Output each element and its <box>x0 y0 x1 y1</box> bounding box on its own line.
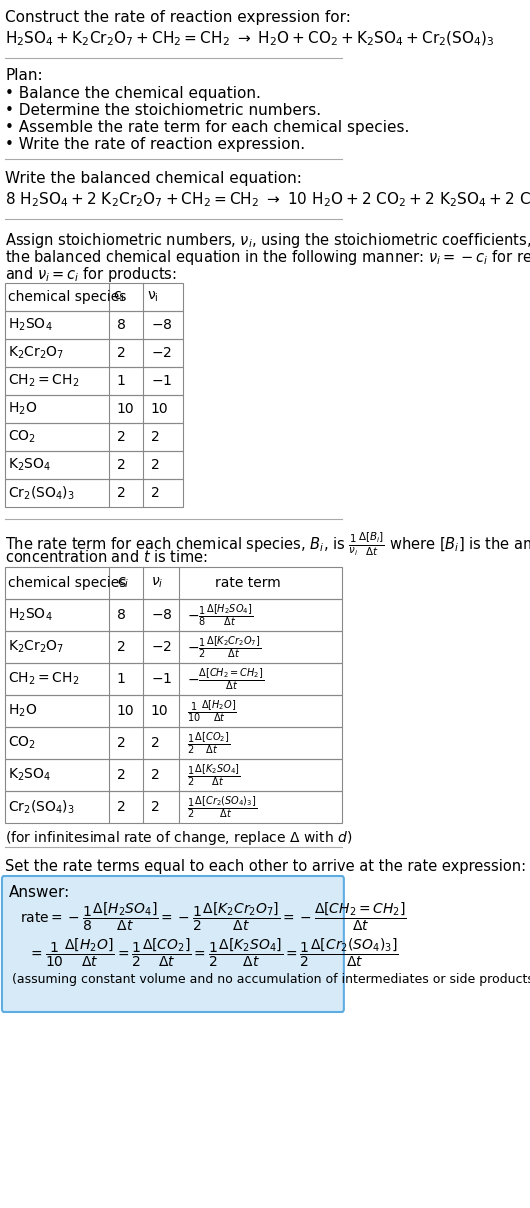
Text: 10: 10 <box>117 704 134 718</box>
Text: $-1$: $-1$ <box>151 672 172 686</box>
Text: $\mathrm{CH_2{=}CH_2}$: $\mathrm{CH_2{=}CH_2}$ <box>8 670 79 687</box>
Text: $\mathrm{H_2SO_4}$: $\mathrm{H_2SO_4}$ <box>8 316 52 333</box>
Bar <box>5 631 342 663</box>
Bar <box>5 663 342 695</box>
Text: $-8$: $-8$ <box>151 318 172 332</box>
Text: $\mathrm{c_i}$: $\mathrm{c_i}$ <box>113 290 124 304</box>
Text: rate term: rate term <box>215 576 280 590</box>
Bar <box>5 395 183 423</box>
Text: $\mathrm{CO_2}$: $\mathrm{CO_2}$ <box>8 734 36 751</box>
Text: 10: 10 <box>151 402 168 416</box>
Text: $= \dfrac{1}{10}\dfrac{\Delta[H_2O]}{\Delta t} = \dfrac{1}{2}\dfrac{\Delta[CO_2]: $= \dfrac{1}{10}\dfrac{\Delta[H_2O]}{\De… <box>28 937 398 969</box>
Text: chemical species: chemical species <box>8 576 126 590</box>
Text: $\frac{1}{10}\frac{\Delta[H_2O]}{\Delta t}$: $\frac{1}{10}\frac{\Delta[H_2O]}{\Delta … <box>187 698 237 724</box>
Text: $-\frac{\Delta[CH_2{=}CH_2]}{\Delta t}$: $-\frac{\Delta[CH_2{=}CH_2]}{\Delta t}$ <box>187 666 264 692</box>
Text: • Assemble the rate term for each chemical species.: • Assemble the rate term for each chemic… <box>5 120 410 135</box>
Bar <box>5 339 183 367</box>
Text: $-\frac{1}{2}\frac{\Delta[K_2Cr_2O_7]}{\Delta t}$: $-\frac{1}{2}\frac{\Delta[K_2Cr_2O_7]}{\… <box>187 634 262 660</box>
Text: (assuming constant volume and no accumulation of intermediates or side products): (assuming constant volume and no accumul… <box>12 972 530 986</box>
FancyBboxPatch shape <box>2 876 344 1012</box>
Bar <box>5 567 342 599</box>
Text: $\mathrm{K_2Cr_2O_7}$: $\mathrm{K_2Cr_2O_7}$ <box>8 639 64 655</box>
Text: 2: 2 <box>151 430 160 445</box>
Text: $\mathrm{CH_2{=}CH_2}$: $\mathrm{CH_2{=}CH_2}$ <box>8 373 79 389</box>
Text: 2: 2 <box>151 486 160 500</box>
Text: $\mathrm{CO_2}$: $\mathrm{CO_2}$ <box>8 429 36 446</box>
Text: Plan:: Plan: <box>5 68 43 83</box>
Text: and $\nu_i = c_i$ for products:: and $\nu_i = c_i$ for products: <box>5 265 177 284</box>
Bar <box>5 423 183 451</box>
Text: $\frac{1}{2}\frac{\Delta[K_2SO_4]}{\Delta t}$: $\frac{1}{2}\frac{\Delta[K_2SO_4]}{\Delt… <box>187 762 241 788</box>
Bar <box>5 367 183 395</box>
Text: $c_i$: $c_i$ <box>117 576 129 591</box>
Text: 2: 2 <box>151 736 160 750</box>
Text: Assign stoichiometric numbers, $\nu_i$, using the stoichiometric coefficients, $: Assign stoichiometric numbers, $\nu_i$, … <box>5 231 530 250</box>
Bar <box>5 695 342 727</box>
Text: Answer:: Answer: <box>9 885 70 900</box>
Text: 1: 1 <box>117 672 126 686</box>
Text: 8: 8 <box>117 318 126 332</box>
Text: (for infinitesimal rate of change, replace $\Delta$ with $d$): (for infinitesimal rate of change, repla… <box>5 829 352 847</box>
Text: 10: 10 <box>151 704 168 718</box>
Text: 2: 2 <box>151 768 160 782</box>
Text: 2: 2 <box>117 768 125 782</box>
Text: 2: 2 <box>117 486 125 500</box>
Text: The rate term for each chemical species, $B_i$, is $\frac{1}{\nu_i}\frac{\Delta[: The rate term for each chemical species,… <box>5 532 530 558</box>
Text: $\frac{1}{2}\frac{\Delta[Cr_2(SO_4)_3]}{\Delta t}$: $\frac{1}{2}\frac{\Delta[Cr_2(SO_4)_3]}{… <box>187 794 258 820</box>
Text: the balanced chemical equation in the following manner: $\nu_i = -c_i$ for react: the balanced chemical equation in the fo… <box>5 248 530 267</box>
Text: $\mathrm{Cr_2(SO_4)_3}$: $\mathrm{Cr_2(SO_4)_3}$ <box>8 798 75 815</box>
Text: $\mathrm{ν_i}$: $\mathrm{ν_i}$ <box>147 290 158 304</box>
Text: 2: 2 <box>117 345 125 360</box>
Text: $\mathrm{Cr_2(SO_4)_3}$: $\mathrm{Cr_2(SO_4)_3}$ <box>8 484 75 501</box>
Text: 2: 2 <box>117 800 125 814</box>
Text: 1: 1 <box>117 374 126 388</box>
Text: $\mathrm{8\ H_2SO_4 + 2\ K_2Cr_2O_7 + CH_2{=}CH_2 \ \rightarrow \ 10\ H_2O + 2\ : $\mathrm{8\ H_2SO_4 + 2\ K_2Cr_2O_7 + CH… <box>5 191 530 209</box>
Bar <box>5 283 183 310</box>
Text: Construct the rate of reaction expression for:: Construct the rate of reaction expressio… <box>5 10 351 25</box>
Text: 2: 2 <box>117 736 125 750</box>
Text: Set the rate terms equal to each other to arrive at the rate expression:: Set the rate terms equal to each other t… <box>5 859 526 875</box>
Text: $\mathrm{H_2O}$: $\mathrm{H_2O}$ <box>8 703 37 719</box>
Text: $\mathrm{H_2O}$: $\mathrm{H_2O}$ <box>8 401 37 417</box>
Text: $\mathrm{K_2Cr_2O_7}$: $\mathrm{K_2Cr_2O_7}$ <box>8 344 64 361</box>
Text: $\mathrm{K_2SO_4}$: $\mathrm{K_2SO_4}$ <box>8 767 51 783</box>
Text: 2: 2 <box>117 430 125 445</box>
Text: 2: 2 <box>117 640 125 654</box>
Bar <box>5 759 342 791</box>
Text: $\frac{1}{2}\frac{\Delta[CO_2]}{\Delta t}$: $\frac{1}{2}\frac{\Delta[CO_2]}{\Delta t… <box>187 730 231 756</box>
Text: 2: 2 <box>117 458 125 472</box>
Bar <box>5 791 342 823</box>
Text: • Write the rate of reaction expression.: • Write the rate of reaction expression. <box>5 137 305 152</box>
Text: chemical species: chemical species <box>8 290 126 304</box>
Bar <box>5 599 342 631</box>
Text: $-1$: $-1$ <box>151 374 172 388</box>
Text: 10: 10 <box>117 402 134 416</box>
Text: $\mathrm{H_2SO_4 + K_2Cr_2O_7 + CH_2{=}CH_2 \ \rightarrow \ H_2O + CO_2 + K_2SO_: $\mathrm{H_2SO_4 + K_2Cr_2O_7 + CH_2{=}C… <box>5 30 495 48</box>
Bar <box>5 310 183 339</box>
Text: $\nu_i$: $\nu_i$ <box>151 576 163 591</box>
Text: • Balance the chemical equation.: • Balance the chemical equation. <box>5 86 261 101</box>
Text: $\mathrm{H_2SO_4}$: $\mathrm{H_2SO_4}$ <box>8 606 52 623</box>
Text: $-2$: $-2$ <box>151 640 172 654</box>
Text: $-2$: $-2$ <box>151 345 172 360</box>
Bar <box>5 480 183 507</box>
Bar <box>5 451 183 480</box>
Text: $\mathrm{K_2SO_4}$: $\mathrm{K_2SO_4}$ <box>8 457 51 474</box>
Bar <box>5 727 342 759</box>
Text: concentration and $t$ is time:: concentration and $t$ is time: <box>5 548 208 565</box>
Text: $\mathrm{rate} = -\dfrac{1}{8}\dfrac{\Delta[H_2SO_4]}{\Delta t} = -\dfrac{1}{2}\: $\mathrm{rate} = -\dfrac{1}{8}\dfrac{\De… <box>20 901 407 934</box>
Text: Write the balanced chemical equation:: Write the balanced chemical equation: <box>5 172 302 186</box>
Text: • Determine the stoichiometric numbers.: • Determine the stoichiometric numbers. <box>5 103 321 118</box>
Text: $-\frac{1}{8}\frac{\Delta[H_2SO_4]}{\Delta t}$: $-\frac{1}{8}\frac{\Delta[H_2SO_4]}{\Del… <box>187 602 253 628</box>
Text: 2: 2 <box>151 458 160 472</box>
Text: 8: 8 <box>117 608 126 622</box>
Text: 2: 2 <box>151 800 160 814</box>
Text: $-8$: $-8$ <box>151 608 172 622</box>
